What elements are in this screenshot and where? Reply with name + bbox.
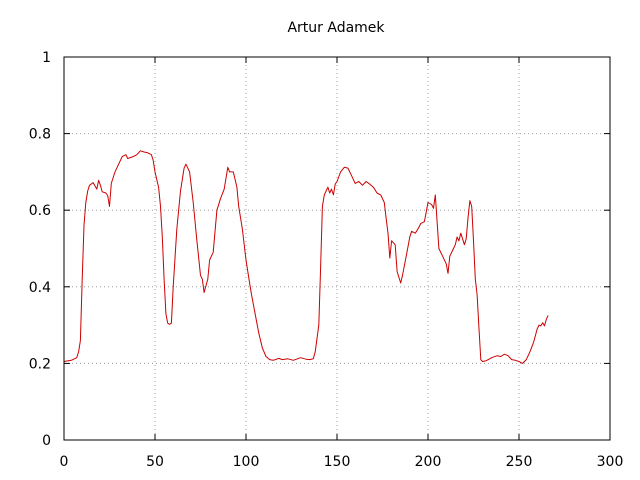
x-tick-label: 200 bbox=[415, 454, 442, 470]
y-tick-label: 0.8 bbox=[29, 127, 51, 143]
x-tick-label: 150 bbox=[324, 454, 351, 470]
y-tick-label: 0.2 bbox=[29, 356, 51, 372]
series-group bbox=[63, 150, 549, 364]
grid-lines bbox=[64, 57, 610, 440]
y-tick-label: 1 bbox=[42, 50, 51, 66]
x-tick-label: 0 bbox=[60, 454, 69, 470]
x-tick-label: 50 bbox=[146, 454, 164, 470]
plot-frame bbox=[63, 56, 611, 441]
x-tick-label: 100 bbox=[233, 454, 260, 470]
series-line bbox=[63, 150, 549, 364]
axis-tick-labels: 0 50 100 150 200 250 300 0 0.2 0.4 0.6 0.8 1 bbox=[29, 50, 624, 470]
y-tick-label: 0 bbox=[42, 433, 51, 449]
y-tick-label: 0.6 bbox=[29, 203, 51, 219]
chart-title: Artur Adamek bbox=[287, 20, 385, 36]
x-tick-label: 300 bbox=[597, 454, 624, 470]
y-tick-label: 0.4 bbox=[29, 280, 51, 296]
axis-ticks bbox=[63, 56, 611, 441]
x-tick-label: 250 bbox=[506, 454, 533, 470]
